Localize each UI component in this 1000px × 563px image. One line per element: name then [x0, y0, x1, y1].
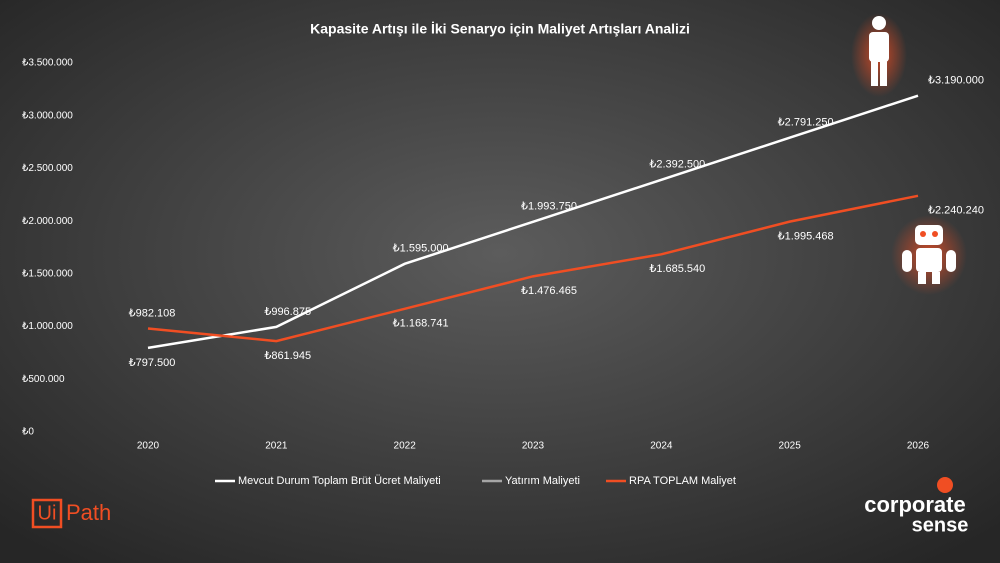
x-tick-label: 2022 [394, 441, 417, 452]
y-tick-label: ₺0 [22, 427, 34, 438]
uipath-logo: Ui Path [31, 498, 111, 529]
y-tick-label: ₺1.000.000 [22, 321, 73, 332]
legend-label: Yatırım Maliyeti [505, 475, 580, 487]
x-tick-label: 2024 [650, 441, 673, 452]
x-tick-label: 2023 [522, 441, 545, 452]
human-icon [851, 13, 907, 97]
data-label: ₺2.791.250 [778, 117, 834, 129]
series-line [147, 194, 919, 343]
corporate-sense-logo: corporate sense [864, 477, 968, 536]
data-label: ₺3.190.000 [928, 75, 984, 87]
chart-title: Kapasite Artışı ile İki Senaryo için Mal… [310, 21, 690, 37]
y-tick-label: ₺2.500.000 [22, 163, 73, 174]
y-tick-label: ₺3.000.000 [22, 110, 73, 121]
x-tick-label: 2021 [265, 441, 288, 452]
data-label: ₺982.108 [129, 307, 176, 319]
x-tick-label: 2025 [779, 441, 802, 452]
data-label: ₺797.500 [129, 357, 176, 369]
data-label: ₺861.945 [264, 350, 311, 362]
data-label: ₺2.392.500 [649, 159, 705, 171]
logo-path: Path [66, 500, 111, 525]
legend-label: Mevcut Durum Toplam Brüt Ücret Maliyeti [238, 475, 441, 487]
data-label: ₺1.685.540 [649, 263, 705, 275]
data-label: ₺1.168.741 [393, 318, 449, 330]
data-label: ₺996.875 [264, 306, 311, 318]
data-label: ₺1.476.465 [521, 285, 577, 297]
legend-label: RPA TOPLAM Maliyet [629, 475, 736, 487]
robot-icon [891, 215, 967, 295]
x-tick-label: 2020 [137, 441, 160, 452]
y-tick-label: ₺1.500.000 [22, 268, 73, 279]
data-label: ₺2.240.240 [928, 205, 984, 217]
series-line [147, 94, 919, 350]
logo-sense: sense [912, 514, 969, 536]
data-label: ₺1.993.750 [521, 201, 577, 213]
x-tick-label: 2026 [907, 441, 930, 452]
data-label: ₺1.995.468 [778, 231, 834, 243]
y-tick-label: ₺2.000.000 [22, 216, 73, 227]
logo-ui: Ui [38, 502, 57, 524]
logo-corporate: corporate [864, 492, 965, 517]
y-tick-label: ₺3.500.000 [22, 58, 73, 69]
data-label: ₺1.595.000 [393, 243, 449, 255]
y-tick-label: ₺500.000 [22, 374, 65, 385]
